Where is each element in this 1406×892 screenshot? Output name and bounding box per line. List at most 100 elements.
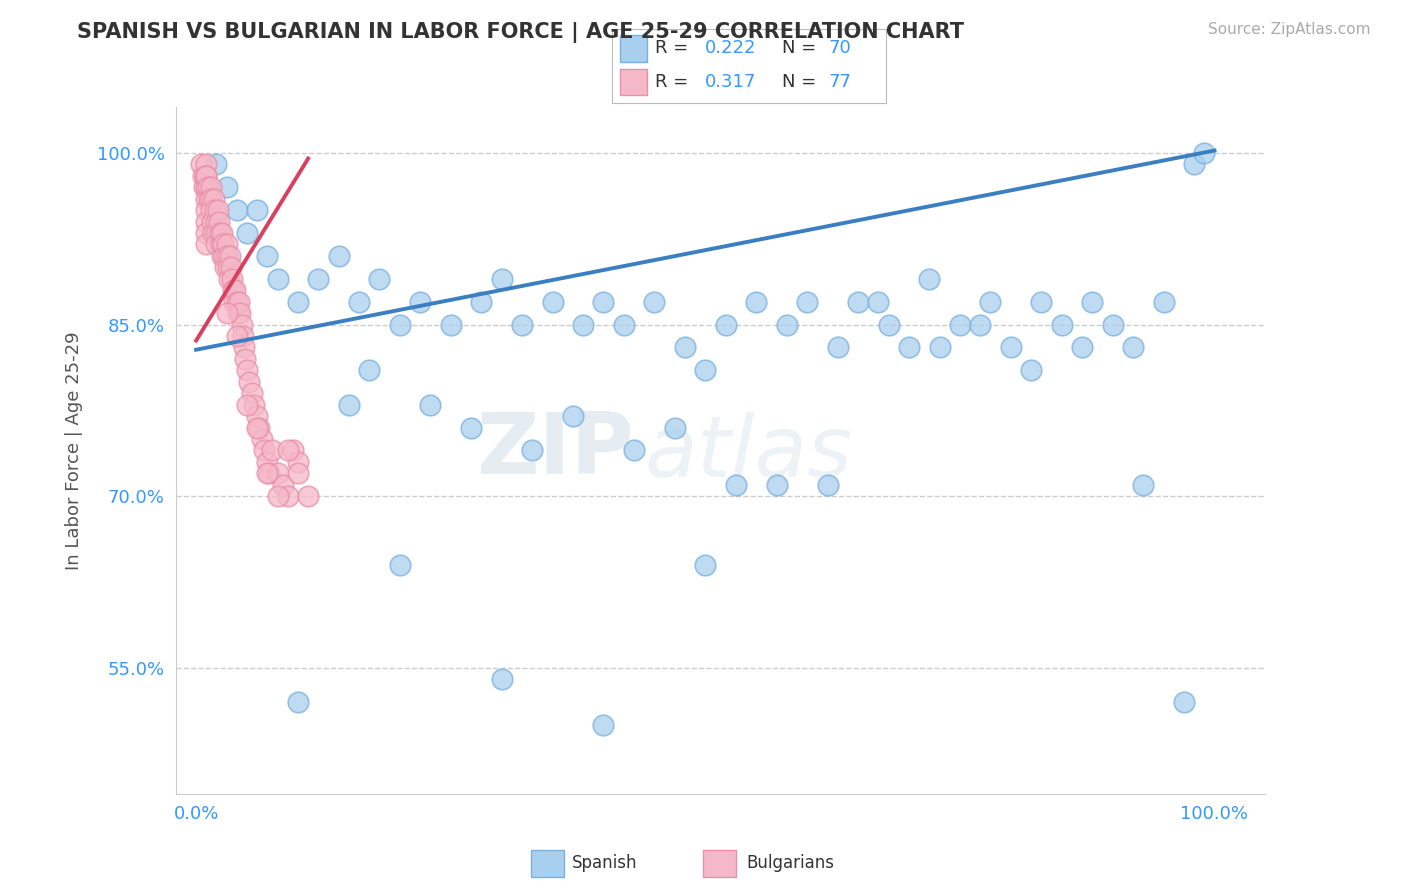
Text: ZIP: ZIP (475, 409, 633, 492)
Point (204, 192, 226, 206)
Point (868, 294, 890, 309)
Point (277, 443, 299, 458)
Text: 70: 70 (828, 39, 851, 57)
Point (246, 420, 269, 434)
Point (613, 318, 636, 332)
Point (194, 169, 217, 183)
Text: 0.317: 0.317 (704, 73, 756, 91)
Point (236, 226, 259, 240)
Point (827, 340, 849, 354)
Point (224, 283, 246, 297)
Point (266, 271, 288, 285)
Bar (703, 850, 735, 877)
Point (200, 180, 222, 194)
Point (259, 467, 281, 481)
Point (1081, 294, 1104, 309)
Point (228, 294, 250, 309)
Point (695, 558, 717, 572)
Point (253, 443, 276, 458)
Point (195, 169, 218, 183)
Text: 77: 77 (828, 73, 851, 91)
Point (238, 375, 260, 389)
Point (673, 340, 696, 354)
Point (522, 443, 544, 458)
Point (287, 294, 309, 309)
Point (1000, 340, 1022, 354)
Point (745, 294, 768, 309)
Point (1050, 318, 1073, 332)
Point (460, 420, 482, 434)
Point (928, 340, 950, 354)
Point (246, 409, 269, 424)
Bar (620, 69, 647, 95)
Point (205, 214, 228, 228)
Point (262, 443, 284, 458)
Point (440, 318, 463, 332)
Point (1173, 695, 1195, 709)
Point (190, 157, 212, 171)
Point (229, 306, 252, 320)
Point (388, 318, 411, 332)
Point (266, 489, 288, 503)
Point (287, 455, 309, 469)
Point (969, 318, 991, 332)
Point (205, 226, 228, 240)
Point (897, 340, 920, 354)
Point (221, 271, 243, 285)
Point (949, 318, 972, 332)
Point (195, 157, 218, 171)
Bar (531, 850, 564, 877)
Point (212, 249, 235, 263)
Point (714, 318, 737, 332)
Point (195, 226, 218, 240)
Point (218, 249, 240, 263)
Point (287, 695, 309, 709)
Point (208, 226, 231, 240)
Point (470, 294, 492, 309)
Point (211, 226, 233, 240)
Point (205, 157, 228, 171)
Text: SPANISH VS BULGARIAN IN LABOR FORCE | AGE 25-29 CORRELATION CHART: SPANISH VS BULGARIAN IN LABOR FORCE | AG… (77, 22, 965, 44)
Point (231, 318, 253, 332)
Text: N =: N = (782, 73, 821, 91)
Point (252, 432, 274, 446)
Point (256, 467, 278, 481)
Point (214, 260, 236, 275)
Text: Bulgarians: Bulgarians (747, 855, 835, 872)
Point (623, 443, 645, 458)
Point (218, 271, 240, 285)
Point (1101, 318, 1123, 332)
Point (877, 318, 900, 332)
Point (215, 249, 238, 263)
Point (215, 180, 238, 194)
Text: Spanish: Spanish (571, 855, 637, 872)
Point (1071, 340, 1094, 354)
Text: R =: R = (655, 73, 695, 91)
Point (240, 386, 263, 401)
Point (205, 237, 228, 252)
Point (205, 226, 228, 240)
Point (541, 294, 564, 309)
Point (247, 420, 270, 434)
Point (211, 237, 233, 252)
Point (409, 294, 432, 309)
Point (225, 203, 247, 218)
Point (347, 294, 370, 309)
Point (215, 249, 238, 263)
Point (200, 192, 222, 206)
Point (359, 363, 381, 377)
Point (1122, 340, 1144, 354)
Point (217, 260, 239, 275)
Point (193, 180, 215, 194)
Point (592, 294, 614, 309)
Point (328, 249, 350, 263)
Point (207, 203, 229, 218)
Point (643, 294, 665, 309)
Point (243, 398, 266, 412)
Text: R =: R = (655, 39, 695, 57)
Point (368, 271, 391, 285)
Point (281, 443, 304, 458)
Point (491, 673, 513, 687)
Point (195, 192, 218, 206)
Point (215, 306, 238, 320)
